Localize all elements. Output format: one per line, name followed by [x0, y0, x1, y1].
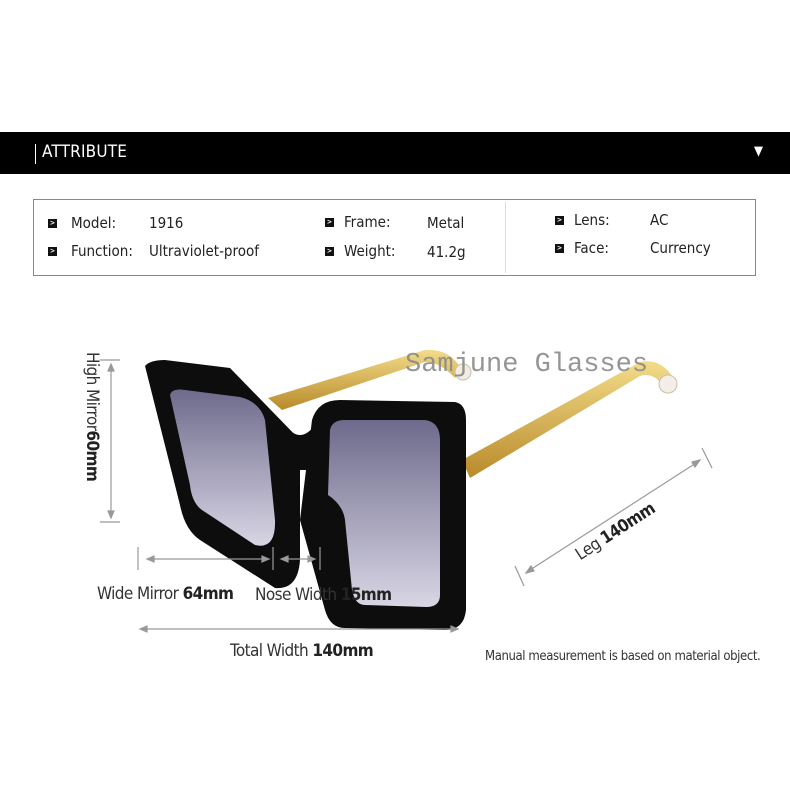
bullet-icon: > — [325, 247, 334, 256]
back-temple — [268, 349, 462, 410]
attr-label-frame: Frame: — [344, 213, 391, 231]
right-lens — [328, 420, 440, 607]
leg-arrow — [529, 462, 697, 571]
attr-value-function: Ultraviolet-proof — [149, 242, 259, 260]
bullet-icon: > — [325, 218, 334, 227]
attr-label-model: Model: — [71, 214, 117, 232]
attr-value-frame: Metal — [427, 214, 465, 232]
back-pearl — [454, 363, 472, 381]
nose-width-text: Nose Width — [255, 585, 337, 605]
triangle-down-icon[interactable]: ▼ — [754, 144, 763, 159]
left-lens — [170, 389, 276, 546]
attr-label-lens: Lens: — [574, 211, 610, 229]
attr-value-weight: 41.2g — [427, 243, 466, 261]
front-temple — [462, 361, 672, 478]
high-mirror-text: High Mirror — [82, 352, 102, 431]
attr-label-function: Function: — [71, 242, 133, 260]
high-mirror-label: High Mirror60mm — [82, 352, 102, 481]
header-title: ATTRIBUTE — [42, 142, 128, 162]
bullet-icon: > — [555, 216, 564, 225]
wide-mirror-value: 64mm — [182, 584, 234, 604]
attr-value-model: 1916 — [149, 214, 184, 232]
attr-label-face: Face: — [574, 239, 609, 257]
header-accent-line — [35, 144, 36, 164]
nose-width-value: 15mm — [340, 585, 392, 605]
nose-width-label: Nose Width 15mm — [255, 585, 392, 605]
measurement-note: Manual measurement is based on material … — [485, 649, 761, 664]
watermark: Samjune Glasses — [405, 350, 649, 380]
total-width-label: Total Width 140mm — [230, 641, 374, 661]
attribute-table: > Model: 1916 > Function: Ultraviolet-pr… — [33, 199, 756, 276]
attr-value-lens: AC — [650, 211, 669, 229]
total-width-text: Total Width — [230, 641, 309, 661]
front-pearl — [658, 374, 678, 394]
bullet-icon: > — [48, 219, 57, 228]
bullet-icon: > — [555, 244, 564, 253]
column-divider — [505, 202, 506, 273]
attr-value-face: Currency — [650, 239, 711, 257]
attr-label-weight: Weight: — [344, 242, 396, 260]
wide-mirror-text: Wide Mirror — [97, 584, 179, 604]
total-width-value: 140mm — [312, 641, 374, 661]
wide-mirror-label: Wide Mirror 64mm — [97, 584, 234, 604]
attribute-header[interactable]: ATTRIBUTE ▼ — [0, 132, 790, 174]
high-mirror-value: 60mm — [82, 430, 102, 482]
bullet-icon: > — [48, 247, 57, 256]
